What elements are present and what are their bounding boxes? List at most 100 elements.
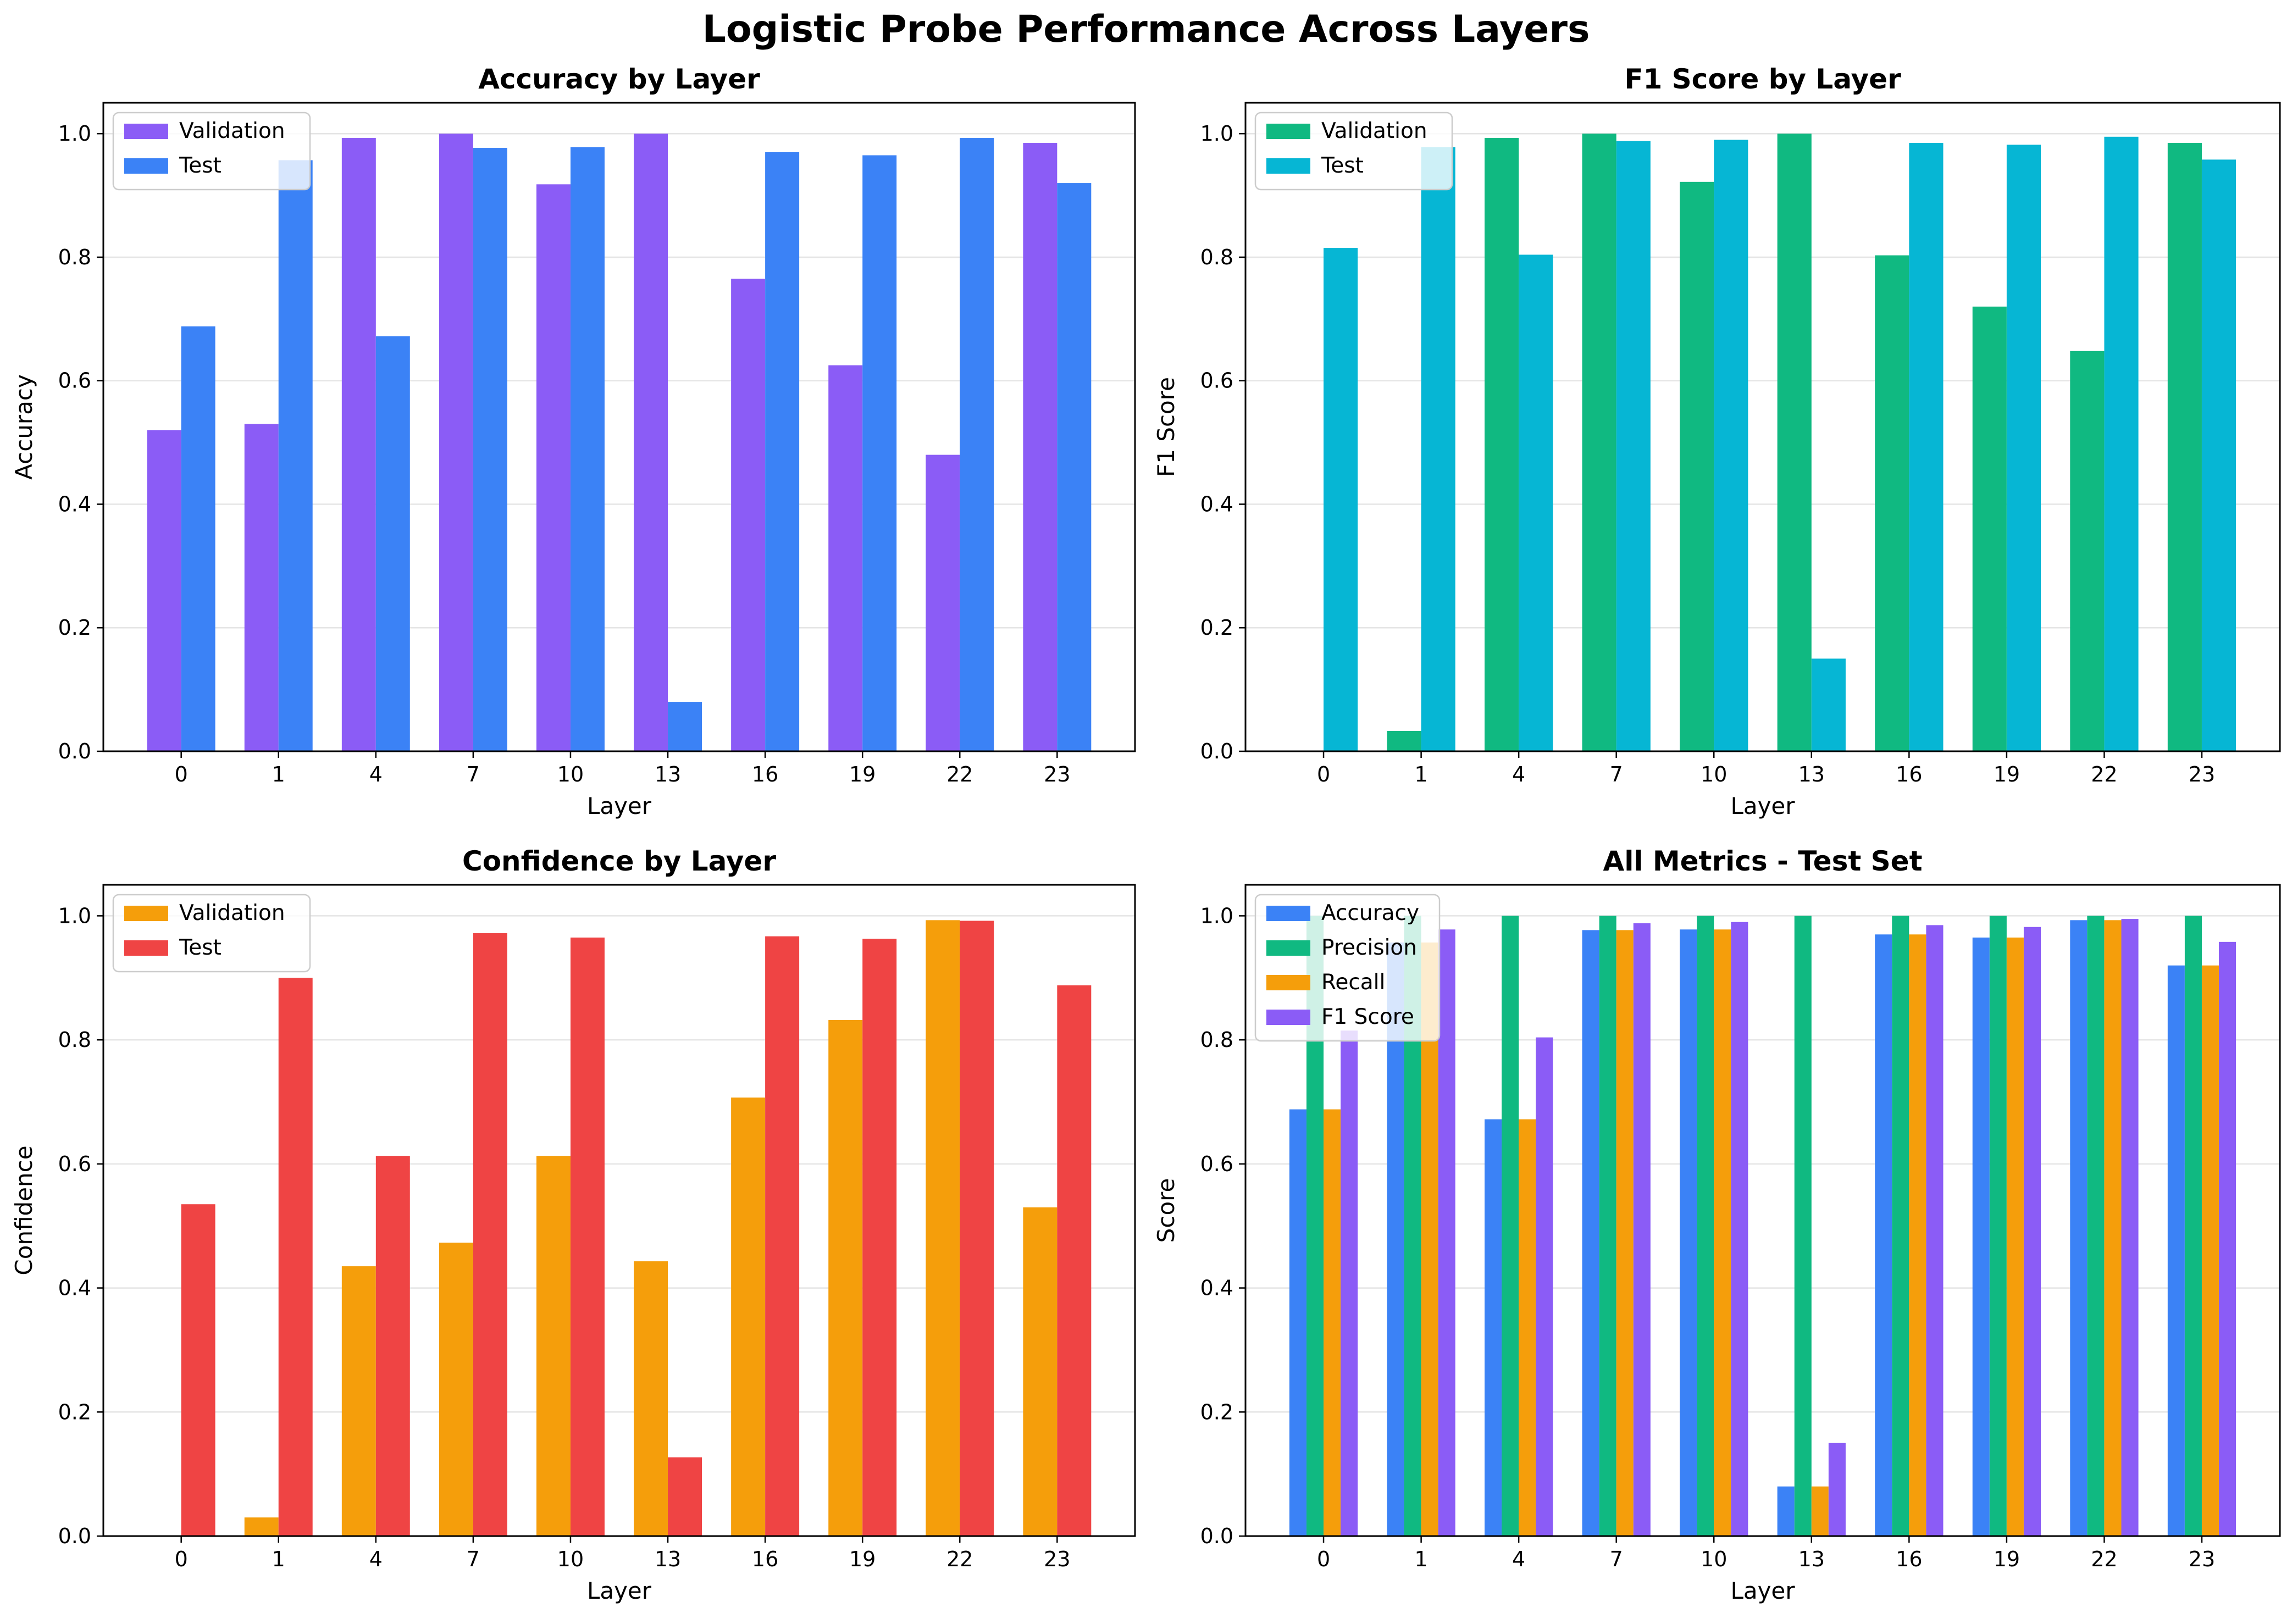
x-tick-label: 7 bbox=[467, 1547, 480, 1571]
bar-accuracy-layer-7 bbox=[1582, 930, 1599, 1536]
x-tick-label: 7 bbox=[1610, 1547, 1623, 1571]
bar-validation-layer-16 bbox=[731, 279, 766, 751]
x-tick-label: 13 bbox=[1798, 762, 1825, 786]
bar-accuracy-layer-19 bbox=[1972, 937, 1990, 1536]
x-axis-label: Layer bbox=[587, 792, 652, 819]
bar-test-layer-16 bbox=[765, 936, 800, 1536]
legend-label-test: Test bbox=[179, 153, 222, 178]
x-tick-label: 16 bbox=[1896, 762, 1922, 786]
bar-accuracy-layer-4 bbox=[1484, 1119, 1502, 1536]
bar-precision-layer-22 bbox=[2087, 916, 2105, 1536]
x-tick-label: 7 bbox=[467, 762, 480, 786]
bar-test-layer-23 bbox=[1057, 985, 1092, 1536]
y-tick-label: 0.2 bbox=[1200, 1400, 1233, 1424]
y-tick-label: 0.0 bbox=[1200, 1524, 1233, 1548]
x-tick-label: 16 bbox=[752, 1547, 778, 1571]
bar-recall-layer-23 bbox=[2201, 965, 2219, 1536]
legend-label-precision: Precision bbox=[1321, 935, 1417, 960]
y-tick-label: 0.4 bbox=[58, 492, 91, 516]
x-tick-label: 1 bbox=[1414, 1547, 1427, 1571]
y-tick-label: 1.0 bbox=[1200, 904, 1233, 928]
x-tick-label: 10 bbox=[1701, 1547, 1727, 1571]
bar-validation-layer-4 bbox=[341, 1266, 376, 1536]
bar-validation-layer-16 bbox=[731, 1098, 766, 1536]
legend-swatch-precision bbox=[1266, 940, 1310, 956]
plot-frame bbox=[102, 884, 1136, 1537]
y-tick-label: 0.2 bbox=[58, 1400, 91, 1424]
bar-precision-layer-13 bbox=[1794, 916, 1812, 1536]
bar-test-layer-1 bbox=[278, 160, 313, 751]
x-tick-label: 22 bbox=[946, 1547, 973, 1571]
bar-validation-layer-7 bbox=[439, 1243, 473, 1536]
bar-validation-layer-0 bbox=[147, 430, 181, 751]
y-axis-label: F1 Score bbox=[1153, 377, 1180, 477]
y-tick-label: 1.0 bbox=[58, 121, 91, 146]
bar-test-layer-0 bbox=[181, 326, 215, 751]
bar-validation-layer-1 bbox=[1387, 730, 1421, 751]
bar-validation-layer-19 bbox=[1972, 306, 2007, 751]
bar-f1-score-layer-13 bbox=[1828, 1443, 1846, 1536]
bar-accuracy-layer-10 bbox=[1680, 929, 1697, 1536]
accuracy-by-layer-chart: Accuracy by Layer 0.0 0.2 0.4 0.6 0.8 1.0 0 1 4 7 1… bbox=[10, 63, 1136, 819]
bar-test-layer-23 bbox=[1057, 183, 1092, 752]
x-tick-label: 0 bbox=[1317, 762, 1330, 786]
y-axis-label: Score bbox=[1153, 1178, 1180, 1243]
x-tick-label: 4 bbox=[369, 762, 383, 786]
bar-validation-layer-19 bbox=[828, 1020, 863, 1536]
bar-validation-layer-1 bbox=[244, 1517, 279, 1536]
bar-validation-layer-23 bbox=[1023, 143, 1058, 751]
x-tick-label: 4 bbox=[369, 1547, 383, 1571]
bar-test-layer-10 bbox=[570, 147, 605, 751]
legend-swatch-validation bbox=[124, 906, 168, 921]
bar-recall-layer-19 bbox=[2006, 937, 2024, 1536]
x-tick-label: 22 bbox=[2091, 762, 2117, 786]
bar-test-layer-0 bbox=[1324, 248, 1358, 752]
x-tick-label: 4 bbox=[1512, 1547, 1525, 1571]
legend-swatch-validation bbox=[124, 124, 168, 139]
y-tick-label: 0.2 bbox=[58, 616, 91, 640]
confidence-by-layer-chart: Confidence by Layer 0.0 0.2 0.4 0.6 0.8 1.0 0 1 4… bbox=[10, 845, 1136, 1604]
x-tick-label: 0 bbox=[1317, 1547, 1330, 1571]
bar-validation-layer-13 bbox=[634, 134, 668, 752]
legend-label-recall: Recall bbox=[1321, 970, 1385, 995]
x-tick-label: 16 bbox=[1896, 1547, 1922, 1571]
bar-test-layer-1 bbox=[1421, 147, 1455, 751]
x-tick-label: 16 bbox=[752, 762, 778, 786]
bar-f1-score-layer-23 bbox=[2219, 941, 2236, 1536]
bar-test-layer-16 bbox=[1909, 143, 1944, 751]
legend-label-f1-score: F1 Score bbox=[1321, 1005, 1414, 1029]
bar-validation-layer-19 bbox=[828, 365, 863, 751]
chart-title: All Metrics - Test Set bbox=[1603, 845, 1923, 877]
chart-title: F1 Score by Layer bbox=[1624, 63, 1901, 95]
x-tick-label: 7 bbox=[1610, 762, 1623, 786]
bar-recall-layer-22 bbox=[2104, 920, 2122, 1536]
x-tick-label: 10 bbox=[557, 762, 584, 786]
y-axis-label: Confidence bbox=[10, 1145, 37, 1275]
bar-test-layer-19 bbox=[2006, 145, 2041, 751]
legend-label-validation: Validation bbox=[179, 901, 285, 925]
bar-test-layer-4 bbox=[1519, 254, 1553, 751]
bar-test-layer-1 bbox=[278, 978, 313, 1536]
bar-validation-layer-4 bbox=[341, 138, 376, 752]
bar-test-layer-10 bbox=[1714, 140, 1748, 751]
bar-accuracy-layer-0 bbox=[1289, 1109, 1306, 1536]
bar-validation-layer-23 bbox=[1023, 1207, 1058, 1536]
bar-validation-layer-1 bbox=[244, 424, 279, 751]
y-tick-label: 0.8 bbox=[58, 1028, 91, 1052]
bar-validation-layer-23 bbox=[2167, 143, 2202, 751]
bar-f1-score-layer-16 bbox=[1926, 925, 1944, 1536]
legend-swatch-accuracy bbox=[1266, 906, 1310, 921]
y-tick-label: 0.4 bbox=[1200, 1276, 1233, 1300]
bar-validation-layer-16 bbox=[1875, 255, 1909, 752]
y-tick-label: 0.0 bbox=[58, 739, 91, 763]
bar-f1-score-layer-10 bbox=[1731, 922, 1748, 1536]
y-tick-label: 0.8 bbox=[58, 245, 91, 269]
x-tick-label: 1 bbox=[272, 1547, 285, 1571]
legend-swatch-validation bbox=[1266, 124, 1310, 139]
bar-test-layer-16 bbox=[765, 152, 800, 751]
bar-precision-layer-16 bbox=[1892, 916, 1909, 1536]
x-tick-label: 22 bbox=[946, 762, 973, 786]
bar-accuracy-layer-16 bbox=[1875, 934, 1892, 1536]
x-axis-label: Layer bbox=[1730, 792, 1795, 819]
